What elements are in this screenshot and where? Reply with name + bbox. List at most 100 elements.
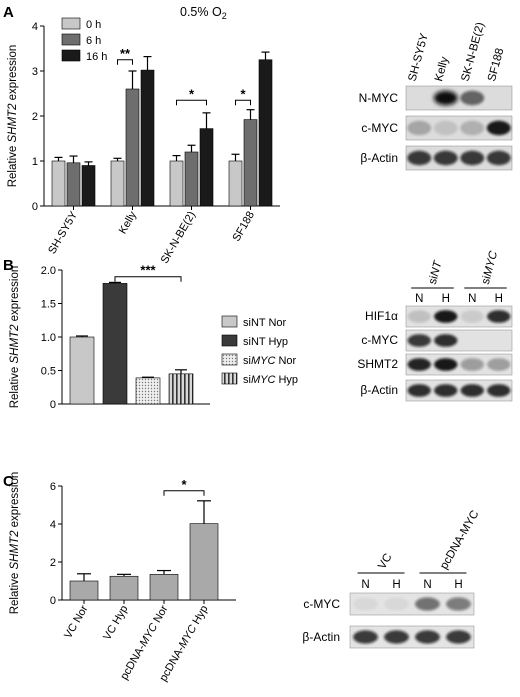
blot-band bbox=[353, 597, 378, 611]
significance-bracket bbox=[117, 59, 133, 65]
y-tick-label: 4 bbox=[50, 519, 56, 531]
blot-band bbox=[407, 334, 431, 347]
lane-label: H bbox=[454, 579, 462, 591]
blot-band bbox=[446, 597, 471, 611]
blot-band bbox=[407, 120, 432, 136]
bar bbox=[69, 336, 95, 405]
y-axis-label: Relative SHMT2 expression bbox=[9, 472, 21, 615]
y-tick-label: 0 bbox=[50, 595, 56, 607]
bar bbox=[168, 373, 194, 405]
chart-b: 0 0.5 1.0 1.5 2.0 Relative SHMT2 expression **… bbox=[9, 263, 298, 411]
blot-band bbox=[434, 358, 458, 371]
blot-band bbox=[487, 384, 511, 397]
x-tick-label: VC Nor bbox=[62, 603, 91, 641]
blot-row-label: β-Actin bbox=[302, 630, 340, 644]
legend-label: 0 h bbox=[86, 19, 101, 31]
x-tick-label: Kelly bbox=[117, 209, 140, 236]
legend-label: 16 h bbox=[86, 51, 107, 63]
blot-band bbox=[407, 310, 431, 323]
blot-band bbox=[434, 384, 458, 397]
blot-band bbox=[460, 120, 485, 136]
significance-label: * bbox=[240, 86, 246, 101]
legend-swatch bbox=[61, 49, 81, 62]
blot-band bbox=[433, 120, 458, 136]
blot-band bbox=[460, 384, 484, 397]
legend-label: siMYC Nor bbox=[243, 355, 297, 367]
blot-band bbox=[407, 384, 431, 397]
y-tick-label: 3 bbox=[32, 66, 38, 78]
y-tick-label: 6 bbox=[50, 481, 56, 493]
lane-label: SK-N-BE(2) bbox=[460, 21, 487, 83]
blot-band bbox=[433, 150, 458, 166]
significance-bracket bbox=[114, 276, 182, 282]
blot-row-label: β-Actin bbox=[360, 383, 398, 397]
lane-label: H bbox=[392, 579, 400, 591]
lane-label: SH-SY5Y bbox=[407, 32, 431, 83]
legend-swatch bbox=[221, 334, 238, 347]
bar bbox=[199, 128, 214, 207]
bar bbox=[110, 160, 125, 207]
blot-row-label: N-MYC bbox=[359, 91, 399, 105]
y-tick-label: 1.5 bbox=[41, 299, 56, 311]
western-blot-c: VC pcDNA-MYC N H N Hc-MYC β-Actin bbox=[302, 509, 482, 649]
western-blot-b: siNT siMYC N H N H HIF1α c-MYC SHMT2 β-Actin bbox=[357, 249, 513, 402]
legend-label: siNT Nor bbox=[243, 317, 287, 329]
lane-label: SF188 bbox=[486, 47, 506, 83]
chart-c: 0 2 4 6 Relative SHMT2 expression VC Nor VC Hy… bbox=[9, 472, 236, 684]
blot-band bbox=[407, 358, 431, 371]
bar bbox=[102, 283, 128, 405]
blot-strip bbox=[349, 625, 475, 649]
group-label: siMYC bbox=[480, 249, 501, 285]
legend-swatch bbox=[221, 353, 238, 366]
significance-bracket bbox=[235, 99, 251, 106]
y-tick-label: 2.0 bbox=[41, 265, 56, 277]
legend-label: 6 h bbox=[86, 35, 101, 47]
bar bbox=[184, 151, 199, 207]
lane-label: H bbox=[495, 293, 503, 305]
legend-label: siNT Hyp bbox=[243, 336, 288, 348]
legend-swatch bbox=[61, 17, 81, 30]
blot-strip bbox=[405, 85, 513, 111]
y-tick-label: 4 bbox=[32, 21, 38, 33]
blot-band bbox=[384, 630, 409, 644]
blot-band bbox=[460, 310, 484, 323]
significance-bracket bbox=[163, 490, 205, 496]
blot-band bbox=[353, 630, 378, 644]
lane-label: N bbox=[415, 293, 423, 305]
bar bbox=[169, 160, 184, 207]
blot-strip bbox=[349, 592, 475, 616]
blot-band bbox=[415, 597, 440, 611]
group-label: pcDNA-MYC bbox=[438, 509, 481, 572]
significance-label: ** bbox=[120, 46, 131, 61]
bar bbox=[258, 59, 273, 207]
y-tick-label: 1 bbox=[32, 156, 38, 168]
blot-band bbox=[486, 120, 511, 136]
y-axis-label: Relative SHMT2 expression bbox=[7, 45, 19, 188]
bar bbox=[125, 88, 140, 207]
blot-strip bbox=[405, 353, 513, 376]
legend-swatch bbox=[221, 315, 238, 328]
lane-label: N bbox=[468, 293, 476, 305]
bar bbox=[243, 119, 258, 207]
lane-label: N bbox=[423, 579, 431, 591]
blot-row-label: β-Actin bbox=[360, 151, 398, 165]
legend-swatch bbox=[221, 372, 238, 385]
blot-band bbox=[407, 150, 432, 166]
panel-letter-c: C bbox=[3, 473, 14, 490]
panel-letter-b: B bbox=[3, 257, 14, 274]
lane-label: H bbox=[442, 293, 450, 305]
y-tick-label: 0 bbox=[50, 399, 56, 411]
x-tick-label: SF188 bbox=[230, 210, 257, 244]
blot-band bbox=[434, 310, 458, 323]
bar bbox=[135, 377, 161, 405]
legend-label: siMYC Hyp bbox=[243, 374, 298, 386]
x-tick-label: VC Hyp bbox=[101, 604, 130, 643]
blot-band bbox=[433, 90, 458, 106]
blot-row-label: c-MYC bbox=[361, 121, 398, 135]
legend-swatch bbox=[61, 33, 81, 46]
bar bbox=[149, 574, 179, 601]
blot-band bbox=[460, 358, 484, 371]
blot-band bbox=[446, 630, 471, 644]
chart-a: 0 1 2 3 4 Relative SHMT2 expression SH-SY5Y Kel… bbox=[7, 17, 280, 266]
